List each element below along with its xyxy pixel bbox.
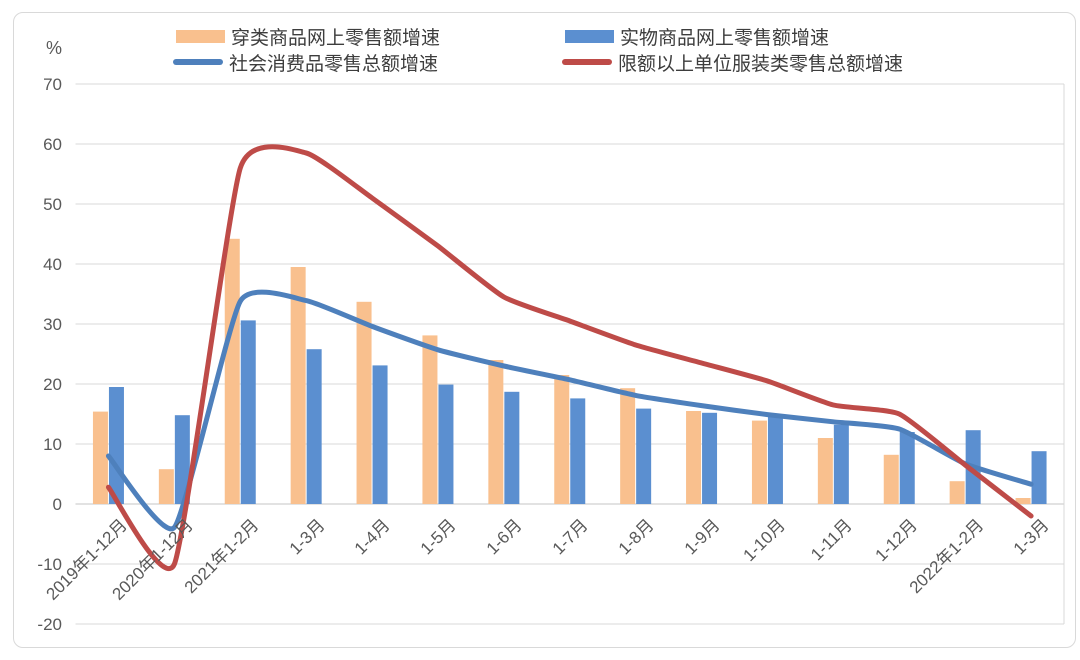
bar-segment — [174, 415, 190, 504]
legend-label: 社会消费品零售总额增速 — [229, 53, 439, 75]
bar-segment — [372, 365, 388, 504]
bar-segment — [833, 424, 849, 504]
bar-segment — [620, 388, 636, 504]
y-axis-tick-label: -10 — [37, 555, 62, 574]
legend-swatch-blue-bar-icon — [565, 29, 614, 43]
y-axis-tick-label: 0 — [53, 495, 62, 514]
bar-segment — [224, 238, 240, 505]
bar-segment — [108, 387, 124, 504]
legend-item-physical-goods-online-retail: 实物商品网上零售额增速 — [565, 25, 830, 49]
y-axis-tick-label: 70 — [43, 75, 62, 94]
y-axis-tick-label: 20 — [43, 375, 62, 394]
bar-segment — [422, 335, 438, 504]
bar-segment — [751, 420, 767, 504]
legend-item-consumer-goods-retail-total: 社会消费品零售总额增速 — [173, 51, 439, 75]
bar-segment — [158, 469, 174, 504]
bar-segment — [240, 320, 256, 504]
bar-segment — [899, 432, 915, 504]
legend-item-clothing-online-retail: 穿类商品网上零售额增速 — [176, 25, 441, 49]
y-axis-tick-label: 30 — [43, 315, 62, 334]
line-apparel-retail-growth — [105, 144, 1034, 571]
y-axis-tick-label: 60 — [43, 135, 62, 154]
bar-segment — [883, 454, 899, 504]
bar-segment — [949, 481, 965, 504]
legend-label: 限额以上单位服装类零售总额增速 — [618, 53, 904, 75]
bar-segment — [92, 411, 108, 504]
bar-segment — [306, 349, 322, 504]
bar-segment — [1031, 451, 1047, 504]
bar-segment — [356, 301, 372, 504]
bar-segment — [290, 267, 306, 504]
bar-segment — [686, 411, 702, 504]
bar-segment — [488, 360, 504, 504]
chart-frame — [13, 12, 1076, 648]
legend-swatch-blue-line-icon — [173, 59, 223, 65]
bar-segment — [438, 384, 454, 504]
line-consumer-goods-retail-growth — [105, 289, 1034, 532]
legend-label: 穿类商品网上零售额增速 — [231, 27, 441, 49]
legend-item-apparel-retail-above-quota: 限额以上单位服装类零售总额增速 — [562, 51, 904, 75]
bar-segment — [554, 375, 570, 504]
bar-segment — [636, 408, 652, 504]
legend-swatch-red-line-icon — [562, 59, 612, 65]
bar-segment — [504, 391, 520, 504]
y-axis-tick-label: 10 — [43, 435, 62, 454]
legend-label: 实物商品网上零售额增速 — [620, 27, 830, 49]
bar-segment — [702, 412, 718, 504]
bar-segment — [817, 438, 833, 504]
legend-swatch-orange-bar-icon — [176, 29, 225, 43]
y-axis-tick-label: 40 — [43, 255, 62, 274]
bar-segment — [1015, 498, 1031, 504]
y-axis-tick-label: -20 — [37, 615, 62, 634]
bar-segment — [767, 416, 783, 504]
y-axis-tick-label: 50 — [43, 195, 62, 214]
y-axis-unit-label: % — [45, 38, 62, 58]
bar-segment — [570, 398, 586, 504]
